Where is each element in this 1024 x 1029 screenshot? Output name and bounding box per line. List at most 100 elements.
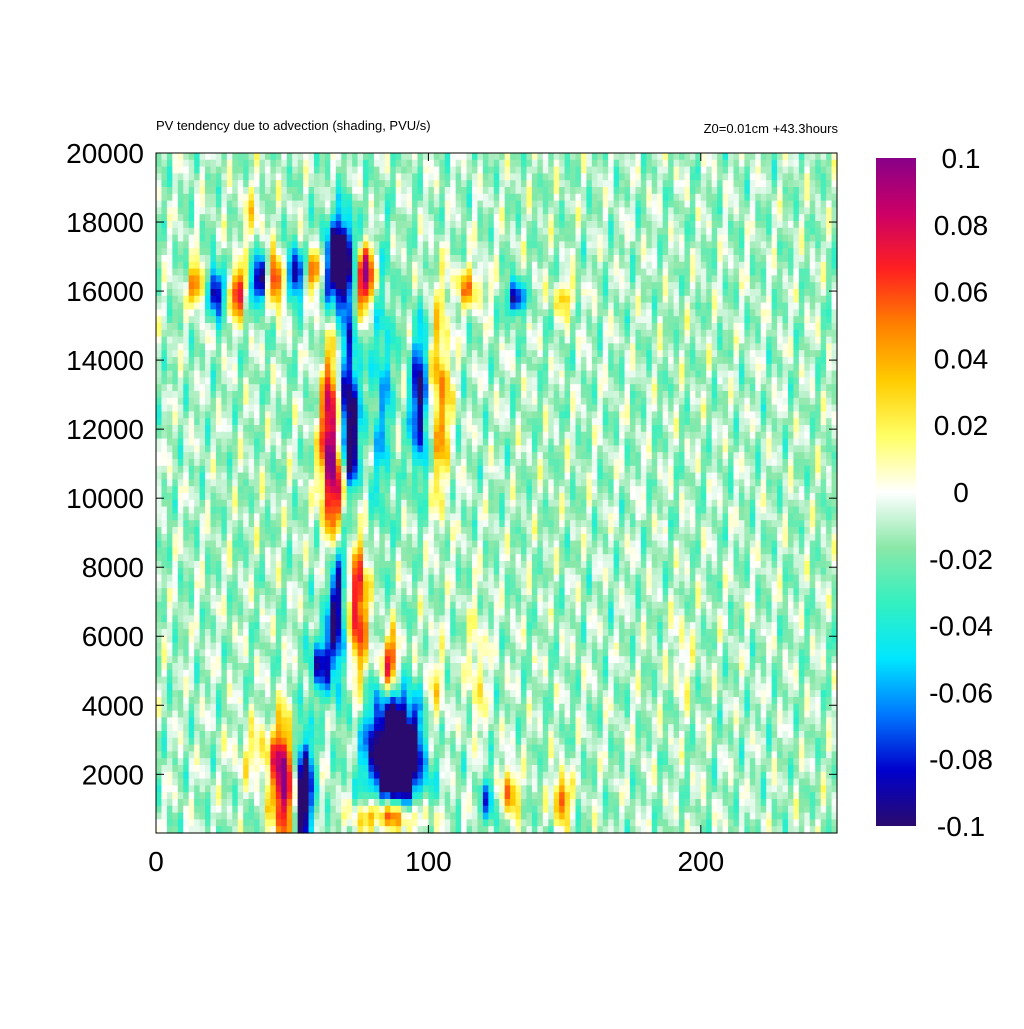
heatmap-cell	[728, 193, 735, 202]
heatmap-cell	[570, 363, 577, 372]
heatmap-cell	[210, 221, 217, 229]
heatmap-cell	[624, 241, 631, 249]
heatmap-cell	[357, 234, 364, 242]
heatmap-cell	[297, 248, 304, 256]
heatmap-cell	[706, 234, 713, 242]
heatmap-cell	[199, 180, 206, 188]
heatmap-cell	[313, 411, 321, 419]
heatmap-cell	[766, 261, 773, 270]
heatmap-cell	[433, 173, 440, 181]
heatmap-cell	[668, 289, 675, 297]
heatmap-cell	[591, 214, 598, 222]
heatmap-cell	[439, 166, 446, 174]
heatmap-cell	[471, 268, 479, 276]
heatmap-cell	[526, 418, 533, 426]
heatmap-cell	[161, 221, 168, 229]
heatmap-cell	[324, 404, 331, 412]
heatmap-cell	[521, 384, 528, 392]
heatmap-cell	[760, 187, 767, 195]
heatmap-cell	[237, 275, 244, 283]
heatmap-cell	[542, 370, 549, 378]
heatmap-cell	[504, 255, 511, 263]
heatmap-cell	[695, 329, 702, 338]
heatmap-cell	[450, 323, 457, 331]
heatmap-cell	[357, 221, 364, 229]
heatmap-cell	[319, 418, 326, 426]
heatmap-cell	[433, 200, 440, 208]
heatmap-cell	[749, 309, 756, 317]
heatmap-cell	[706, 418, 713, 426]
heatmap-cell	[221, 357, 228, 365]
heatmap-cell	[177, 343, 184, 351]
heatmap-cell	[537, 153, 544, 161]
heatmap-cell	[613, 411, 620, 419]
heatmap-cell	[313, 248, 321, 256]
heatmap-cell	[521, 221, 528, 229]
heatmap-cell	[662, 384, 669, 392]
heatmap-cell	[673, 397, 680, 406]
heatmap-cell	[591, 166, 598, 174]
heatmap-cell	[346, 214, 353, 222]
heatmap-cell	[602, 357, 609, 365]
heatmap-cell	[156, 391, 163, 399]
heatmap-cell	[619, 261, 626, 270]
heatmap-cell	[286, 261, 293, 270]
heatmap-cell	[777, 180, 784, 188]
heatmap-cell	[477, 248, 484, 256]
heatmap-cell	[689, 248, 696, 256]
heatmap-cell	[804, 302, 811, 310]
heatmap-cell	[673, 309, 680, 317]
heatmap-cell	[237, 200, 244, 208]
heatmap-cell	[749, 173, 756, 181]
heatmap-cell	[766, 295, 773, 304]
heatmap-cell	[297, 391, 304, 399]
heatmap-cell	[183, 316, 190, 324]
heatmap-cell	[341, 193, 348, 202]
heatmap-cell	[831, 370, 838, 378]
heatmap-cell	[275, 418, 282, 426]
heatmap-cell	[281, 193, 288, 202]
heatmap-cell	[613, 234, 620, 242]
heatmap-cell	[281, 180, 288, 188]
heatmap-cell	[777, 261, 784, 270]
heatmap-cell	[439, 221, 446, 229]
heatmap-cell	[591, 323, 598, 331]
heatmap-cell	[684, 200, 691, 208]
heatmap-cell	[548, 377, 555, 385]
heatmap-cell	[559, 214, 566, 222]
heatmap-cell	[804, 336, 811, 344]
heatmap-cell	[738, 363, 745, 372]
heatmap-cell	[188, 275, 195, 283]
heatmap-cell	[205, 159, 212, 168]
heatmap-cell	[722, 370, 729, 378]
heatmap-cell	[679, 248, 686, 256]
heatmap-cell	[161, 275, 168, 283]
heatmap-cell	[471, 227, 479, 236]
heatmap-cell	[706, 336, 713, 344]
heatmap-cell	[264, 227, 272, 236]
heatmap-cell	[422, 384, 429, 392]
heatmap-cell	[466, 180, 473, 188]
heatmap-cell	[352, 261, 359, 270]
heatmap-cell	[199, 193, 206, 202]
heatmap-cell	[177, 221, 184, 229]
heatmap-cell	[738, 200, 745, 208]
heatmap-cell	[521, 289, 528, 297]
heatmap-cell	[531, 153, 538, 161]
heatmap-cell	[782, 350, 789, 358]
heatmap-cell	[657, 357, 664, 365]
heatmap-cell	[760, 363, 767, 372]
heatmap-cell	[820, 241, 827, 249]
heatmap-cell	[831, 343, 838, 351]
heatmap-cell	[330, 289, 337, 297]
heatmap-cell	[488, 227, 495, 236]
heatmap-cell	[461, 153, 468, 161]
heatmap-cell	[270, 363, 277, 372]
heatmap-cell	[352, 187, 359, 195]
heatmap-cell	[831, 187, 838, 195]
heatmap-cell	[259, 221, 266, 229]
heatmap-cell	[695, 350, 702, 358]
heatmap-cell	[766, 329, 773, 338]
heatmap-cell	[172, 289, 179, 297]
heatmap-cell	[760, 166, 767, 174]
